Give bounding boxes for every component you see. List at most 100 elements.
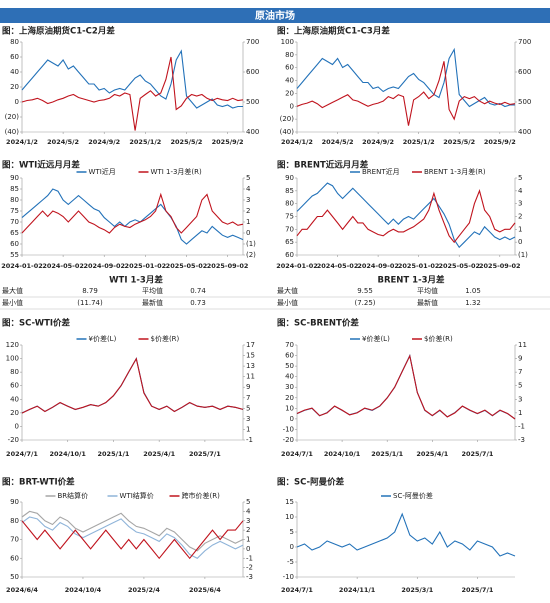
table-cell: (7.25): [354, 299, 375, 307]
chart-title: 图：SC-WTI价差: [2, 318, 71, 329]
y2-tick-label: 4: [246, 507, 251, 515]
legend-label: BR结算价: [58, 491, 89, 500]
y2-tick-label: 5: [518, 174, 522, 182]
series-line: [296, 512, 516, 557]
y2-tick-label: -3: [246, 573, 253, 581]
x-tick-label: 2025/9/2: [484, 138, 516, 146]
y2-tick-label: 3: [246, 415, 250, 423]
x-tick-label: 2025/5/2: [443, 138, 475, 146]
series-line: [21, 56, 244, 131]
y2-tick-label: 700: [518, 38, 531, 46]
legend-label: BRENT 1-3月差(R): [424, 167, 486, 176]
y2-tick-label: -1: [246, 554, 253, 562]
x-tick-label: 2025/2/4: [128, 586, 160, 594]
legend-label: BRENT近月: [362, 167, 400, 176]
y-tick-label: 90: [285, 174, 294, 182]
x-tick-label: 2024-09-02: [357, 262, 399, 270]
y-tick-label: (20): [280, 115, 295, 123]
y-tick-label: 80: [10, 368, 19, 376]
y-tick-label: 0: [290, 102, 294, 110]
x-tick-label: 2024-09-02: [83, 262, 125, 270]
legend-label: WTI近月: [89, 167, 116, 176]
x-tick-label: 2025-05-02: [166, 262, 208, 270]
y2-tick-label: 5: [246, 498, 250, 506]
y2-tick-label: 9: [518, 355, 522, 363]
y-tick-label: 80: [285, 200, 294, 208]
y-tick-label: 75: [285, 213, 294, 221]
table-cell: 9.55: [357, 287, 373, 295]
y-tick-label: 60: [10, 53, 19, 61]
y-tick-label: 0: [15, 98, 19, 106]
y-tick-label: -5: [287, 558, 294, 566]
y2-tick-label: 3: [518, 395, 522, 403]
y2-tick-label: 15: [246, 352, 255, 360]
y2-tick-label: 0: [246, 229, 250, 237]
table-cell: 最新值: [417, 298, 438, 307]
x-tick-label: 2024/9/2: [88, 138, 120, 146]
y-tick-label: 60: [285, 251, 294, 259]
x-tick-label: 2024-01-02: [276, 262, 318, 270]
table-cell: 平均值: [142, 286, 163, 295]
x-tick-label: 2024-05-02: [42, 262, 84, 270]
legend-label: WTI 1-3月差(R): [151, 167, 203, 176]
y-tick-label: 30: [285, 383, 294, 391]
series-line: [21, 192, 244, 234]
y2-tick-label: 3: [518, 200, 522, 208]
x-tick-label: 2024/5/2: [322, 138, 354, 146]
chart-title: 图：BRT-WTI价差: [2, 477, 75, 488]
y-tick-label: 40: [285, 77, 294, 85]
y-tick-label: 50: [10, 573, 19, 581]
y2-tick-label: 500: [246, 98, 259, 106]
y-tick-label: 0: [15, 422, 19, 430]
x-tick-label: 2024/10/1: [324, 450, 361, 458]
y-tick-label: 60: [285, 64, 294, 72]
y2-tick-label: -1: [518, 422, 525, 430]
x-tick-label: 2025/7/1: [461, 586, 493, 594]
legend-label: 跨市价差(R): [182, 491, 221, 500]
y2-tick-label: (2): [246, 251, 256, 259]
y2-tick-label: 7: [518, 368, 522, 376]
series-line: [21, 510, 244, 552]
x-tick-label: 2024/7/1: [6, 450, 38, 458]
y2-tick-label: 4: [518, 187, 523, 195]
y-tick-label: 80: [10, 517, 19, 525]
series-line: [21, 520, 244, 560]
x-tick-label: 2025/1/2: [129, 138, 161, 146]
y2-tick-label: -2: [246, 564, 253, 572]
y2-tick-label: 5: [246, 404, 250, 412]
x-tick-label: 2024/6/4: [6, 586, 38, 594]
chart-title: 图：WTI近远月月差: [2, 160, 80, 171]
y-tick-label: 80: [10, 196, 19, 204]
x-tick-label: 2024/7/1: [281, 586, 313, 594]
y2-tick-label: 600: [246, 68, 259, 76]
x-tick-label: 2025/4/1: [143, 450, 175, 458]
x-tick-label: 2025/3/1: [401, 586, 433, 594]
y2-tick-label: 5: [246, 174, 250, 182]
table-cell: 0.73: [190, 299, 206, 307]
header-title: 原油市场: [255, 9, 295, 22]
y-tick-label: 80: [285, 51, 294, 59]
table-cell: 最大值: [277, 286, 298, 295]
series-line: [296, 353, 516, 420]
x-tick-label: 2024/11/1: [339, 586, 376, 594]
x-tick-label: 2024/5/2: [47, 138, 79, 146]
x-tick-label: 2024/10/4: [65, 586, 102, 594]
y-tick-label: 75: [10, 207, 19, 215]
y2-tick-label: 1: [246, 425, 250, 433]
y-tick-label: 40: [10, 395, 19, 403]
y2-tick-label: 7: [246, 394, 250, 402]
table-title: WTI 1-3月差: [109, 275, 163, 286]
table-cell: 1.32: [465, 299, 481, 307]
x-tick-label: 2025-01-02: [125, 262, 167, 270]
y-tick-label: 40: [10, 68, 19, 76]
y-tick-label: 15: [285, 498, 294, 506]
y2-tick-label: 11: [246, 373, 255, 381]
y-tick-label: -20: [8, 436, 19, 444]
y2-tick-label: 400: [246, 128, 259, 136]
y2-tick-label: 5: [518, 382, 522, 390]
y2-tick-label: -3: [518, 436, 525, 444]
y-tick-label: 20: [285, 394, 294, 402]
y-tick-label: 10: [285, 404, 294, 412]
x-tick-label: 2025-01-02: [398, 262, 440, 270]
